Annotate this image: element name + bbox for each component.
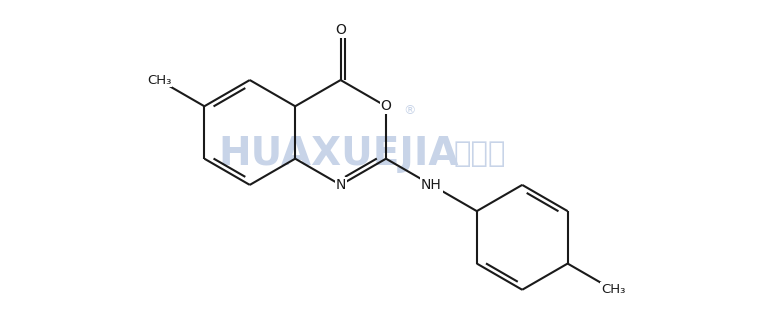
Text: CH₃: CH₃ (147, 74, 171, 86)
Text: NH: NH (421, 178, 442, 192)
Text: O: O (381, 99, 391, 113)
Text: 化学加: 化学加 (454, 140, 506, 168)
Text: ®: ® (403, 104, 416, 117)
Text: O: O (335, 23, 346, 37)
Text: CH₃: CH₃ (601, 283, 625, 296)
Text: HUAXUEJIA: HUAXUEJIA (218, 135, 459, 173)
Text: N: N (335, 178, 346, 192)
